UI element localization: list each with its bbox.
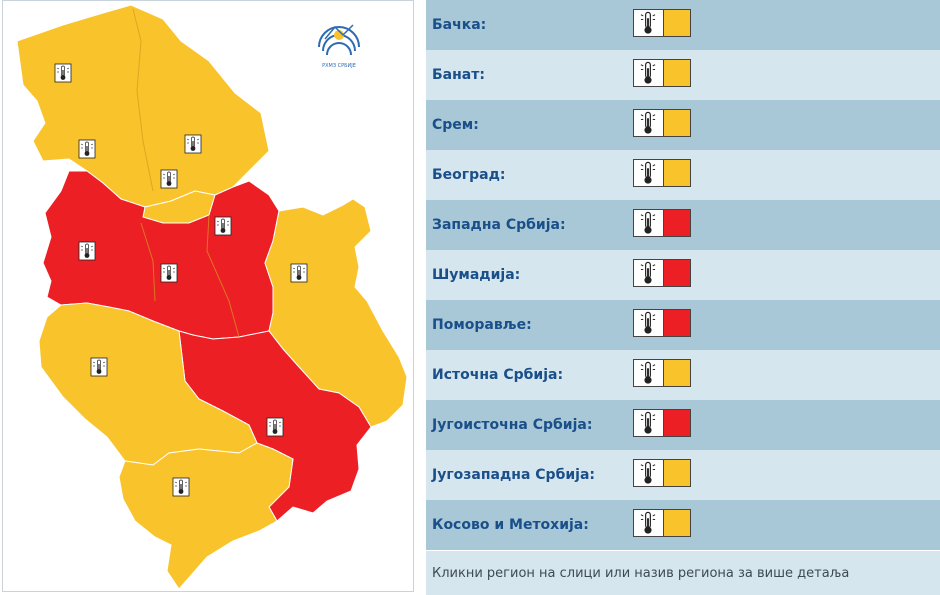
region-link[interactable]: Западна Србија: — [432, 217, 566, 233]
warning-indicator[interactable] — [633, 409, 691, 437]
thermometer-icon[interactable] — [266, 417, 284, 437]
warning-indicator[interactable] — [633, 59, 691, 87]
map-region-kosovo-i-metohija[interactable] — [118, 442, 294, 590]
thermometer-icon — [634, 310, 664, 336]
map-region-istocna-srbija[interactable] — [264, 198, 408, 428]
logo-text: РХМЗ СРБИЈЕ — [322, 63, 356, 69]
warning-level-swatch — [664, 60, 690, 86]
table-row[interactable]: Источна Србија: — [426, 350, 940, 400]
warning-level-swatch — [664, 160, 690, 186]
thermometer-icon — [634, 10, 664, 36]
thermometer-icon[interactable] — [54, 63, 72, 83]
region-link[interactable]: Бачка: — [432, 17, 487, 33]
table-row[interactable]: Банат: — [426, 50, 940, 100]
table-row[interactable]: Поморавље: — [426, 300, 940, 350]
region-link[interactable]: Југозападна Србија: — [432, 467, 595, 483]
warning-map: РХМЗ СРБИЈЕ — [2, 0, 414, 592]
thermometer-icon[interactable] — [160, 263, 178, 283]
region-link[interactable]: Срем: — [432, 117, 479, 133]
warning-level-swatch — [664, 260, 690, 286]
warning-level-swatch — [664, 110, 690, 136]
thermometer-icon — [634, 410, 664, 436]
region-link[interactable]: Поморавље: — [432, 317, 532, 333]
thermometer-icon[interactable] — [78, 139, 96, 159]
table-row[interactable]: Југоисточна Србија: — [426, 400, 940, 450]
warning-indicator[interactable] — [633, 9, 691, 37]
warning-indicator[interactable] — [633, 259, 691, 287]
region-link[interactable]: Банат: — [432, 67, 485, 83]
map-region-vojvodina[interactable] — [16, 4, 270, 208]
thermometer-icon[interactable] — [160, 169, 178, 189]
table-row[interactable]: Срем: — [426, 100, 940, 150]
serbia-map: РХМЗ СРБИЈЕ — [16, 4, 408, 590]
warning-indicator[interactable] — [633, 459, 691, 487]
thermometer-icon[interactable] — [78, 241, 96, 261]
table-row[interactable]: Бачка: — [426, 0, 940, 50]
warning-level-swatch — [664, 10, 690, 36]
map-border-lines — [132, 8, 240, 338]
warning-level-swatch — [664, 210, 690, 236]
table-row[interactable]: Косово и Метохија: — [426, 500, 940, 550]
thermometer-icon[interactable] — [172, 477, 190, 497]
table-row[interactable]: Западна Србија: — [426, 200, 940, 250]
warning-level-swatch — [664, 310, 690, 336]
warning-level-swatch — [664, 510, 690, 536]
thermometer-icon — [634, 210, 664, 236]
thermometer-icon — [634, 110, 664, 136]
region-link[interactable]: Источна Србија: — [432, 367, 564, 383]
warning-level-swatch — [664, 360, 690, 386]
rhmz-logo: РХМЗ СРБИЈЕ — [313, 19, 365, 71]
warning-level-swatch — [664, 410, 690, 436]
table-row[interactable]: Југозападна Србија: — [426, 450, 940, 500]
thermometer-icon — [634, 60, 664, 86]
warning-indicator[interactable] — [633, 209, 691, 237]
thermometer-icon[interactable] — [214, 216, 232, 236]
thermometer-icon[interactable] — [184, 134, 202, 154]
footer-text: Кликни регион на слици или назив региона… — [432, 565, 850, 581]
table-row[interactable]: Београд: — [426, 150, 940, 200]
region-link[interactable]: Београд: — [432, 167, 506, 183]
thermometer-icon — [634, 360, 664, 386]
warning-indicator[interactable] — [633, 159, 691, 187]
thermometer-icon[interactable] — [290, 263, 308, 283]
warning-indicator[interactable] — [633, 509, 691, 537]
region-warning-table: Бачка: Банат: Срем: Београд: Западна Срб… — [426, 0, 940, 595]
thermometer-icon — [634, 510, 664, 536]
thermometer-icon — [634, 160, 664, 186]
thermometer-icon — [634, 260, 664, 286]
region-link[interactable]: Шумадија: — [432, 267, 521, 283]
warning-level-swatch — [664, 460, 690, 486]
table-row[interactable]: Шумадија: — [426, 250, 940, 300]
footer-note: Кликни регион на слици или назив региона… — [426, 551, 940, 595]
region-link[interactable]: Косово и Метохија: — [432, 517, 589, 533]
region-link[interactable]: Југоисточна Србија: — [432, 417, 593, 433]
warning-indicator[interactable] — [633, 109, 691, 137]
thermometer-icon[interactable] — [90, 357, 108, 377]
thermometer-icon — [634, 460, 664, 486]
warning-indicator[interactable] — [633, 359, 691, 387]
warning-indicator[interactable] — [633, 309, 691, 337]
